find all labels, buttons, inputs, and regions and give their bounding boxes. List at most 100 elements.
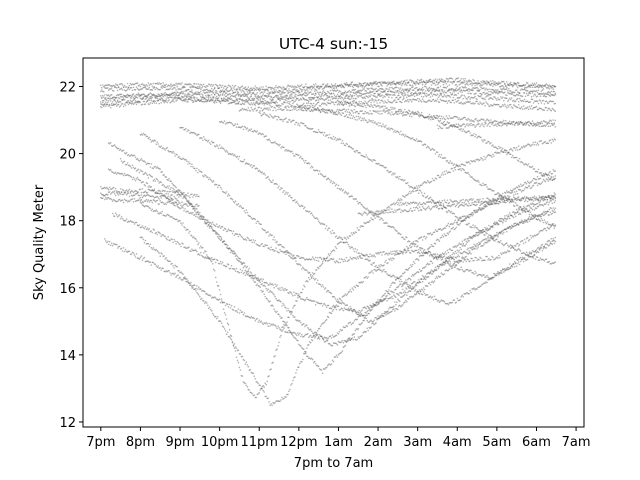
data-point: [470, 198, 472, 200]
data-point: [205, 98, 207, 101]
data-point: [482, 87, 484, 90]
data-point: [215, 97, 218, 100]
data-point: [352, 288, 355, 291]
data-point: [479, 125, 481, 128]
data-point: [296, 300, 298, 302]
data-point: [309, 110, 312, 113]
data-point: [201, 86, 203, 89]
data-point: [349, 85, 352, 88]
data-point: [232, 87, 235, 89]
data-point: [353, 92, 356, 94]
data-point: [450, 87, 453, 90]
data-point: [205, 250, 207, 253]
data-point: [215, 90, 218, 92]
data-point: [378, 89, 380, 91]
data-point: [156, 95, 159, 98]
data-point: [282, 96, 284, 98]
data-point: [198, 242, 200, 244]
data-point: [179, 92, 181, 95]
data-point: [548, 94, 551, 97]
data-point: [511, 84, 514, 86]
data-point: [188, 195, 190, 197]
data-point: [240, 95, 243, 97]
data-point: [148, 245, 151, 248]
data-point: [290, 93, 292, 96]
data-point: [426, 81, 429, 83]
data-point: [171, 96, 173, 99]
data-point: [395, 82, 397, 85]
data-point: [255, 93, 258, 96]
data-point: [314, 93, 317, 95]
data-point: [389, 81, 391, 83]
data-point: [294, 92, 296, 94]
data-point: [313, 85, 316, 87]
data-point: [139, 188, 142, 191]
data-point: [111, 96, 114, 99]
data-point: [505, 84, 507, 87]
data-point: [473, 79, 475, 82]
data-point: [147, 242, 150, 245]
data-point: [347, 90, 350, 93]
data-point: [378, 264, 380, 267]
data-point: [180, 92, 182, 95]
data-point: [275, 85, 277, 87]
data-point: [521, 147, 524, 149]
data-point: [547, 102, 550, 105]
data-point: [134, 100, 137, 102]
data-point: [116, 100, 119, 103]
data-point: [128, 101, 131, 104]
data-point: [521, 108, 524, 110]
data-point: [513, 91, 516, 94]
data-point: [261, 88, 264, 90]
data-point: [307, 92, 310, 94]
data-point: [350, 83, 353, 85]
data-point: [376, 110, 378, 112]
data-point: [327, 91, 330, 93]
data-point: [135, 93, 138, 96]
data-point: [187, 94, 189, 96]
data-point: [286, 324, 288, 327]
data-point: [413, 209, 416, 211]
data-point: [201, 98, 203, 101]
data-point: [352, 91, 355, 94]
data-point: [330, 96, 333, 98]
data-point: [202, 94, 204, 96]
data-point: [180, 88, 182, 91]
data-point: [458, 87, 461, 89]
data-point: [127, 103, 130, 106]
data-point: [334, 246, 337, 248]
data-point: [128, 95, 131, 97]
data-point: [436, 205, 439, 208]
data-point: [219, 102, 222, 105]
data-point: [333, 87, 336, 89]
data-point: [100, 84, 102, 87]
data-point: [452, 99, 455, 102]
data-point: [253, 99, 256, 101]
data-point: [238, 100, 241, 103]
data-point: [537, 93, 540, 95]
data-point: [251, 88, 254, 91]
data-point: [128, 88, 131, 91]
data-point: [485, 92, 487, 95]
data-point: [292, 91, 294, 94]
data-point: [448, 88, 451, 90]
data-point: [221, 89, 224, 91]
data-point: [472, 89, 474, 92]
data-points: [100, 77, 557, 407]
data-point: [388, 205, 390, 208]
data-point: [197, 91, 199, 93]
data-point: [144, 239, 147, 242]
data-point: [124, 95, 127, 97]
data-point: [477, 158, 479, 161]
data-point: [375, 87, 377, 90]
data-point: [277, 97, 279, 100]
data-point: [225, 92, 228, 94]
data-point: [126, 96, 129, 99]
data-point: [379, 102, 381, 104]
data-point: [230, 98, 233, 100]
data-point: [397, 90, 399, 92]
data-point: [110, 102, 113, 105]
data-point: [317, 99, 320, 101]
data-point: [324, 93, 327, 96]
